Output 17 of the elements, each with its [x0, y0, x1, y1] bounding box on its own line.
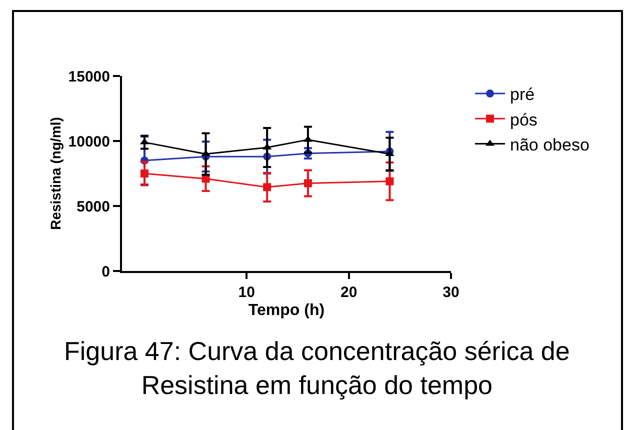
y-tick-label: 5000	[76, 198, 110, 216]
text: Figura 47: Curva da concentração sérica de Resistina em função do tempo	[64, 336, 570, 400]
x-tick-label: 10	[238, 284, 255, 301]
x-axis-title: Tempo (h)	[248, 302, 325, 320]
x-tick-label: 20	[340, 284, 358, 301]
x-tick-label: 30	[442, 284, 460, 301]
y-axis-title: Resistina (ng/ml)	[47, 117, 64, 230]
y-tick-label: 15000	[68, 68, 110, 86]
point	[304, 179, 312, 188]
legend-label: pós	[510, 110, 538, 130]
legend-label: pré	[510, 85, 535, 104]
y-tick-label: 0	[102, 263, 110, 280]
y-tick-label: 10000	[68, 133, 110, 150]
point	[386, 177, 394, 186]
point	[140, 170, 148, 178]
point	[263, 183, 272, 192]
legend-label: não obeso	[510, 135, 590, 154]
